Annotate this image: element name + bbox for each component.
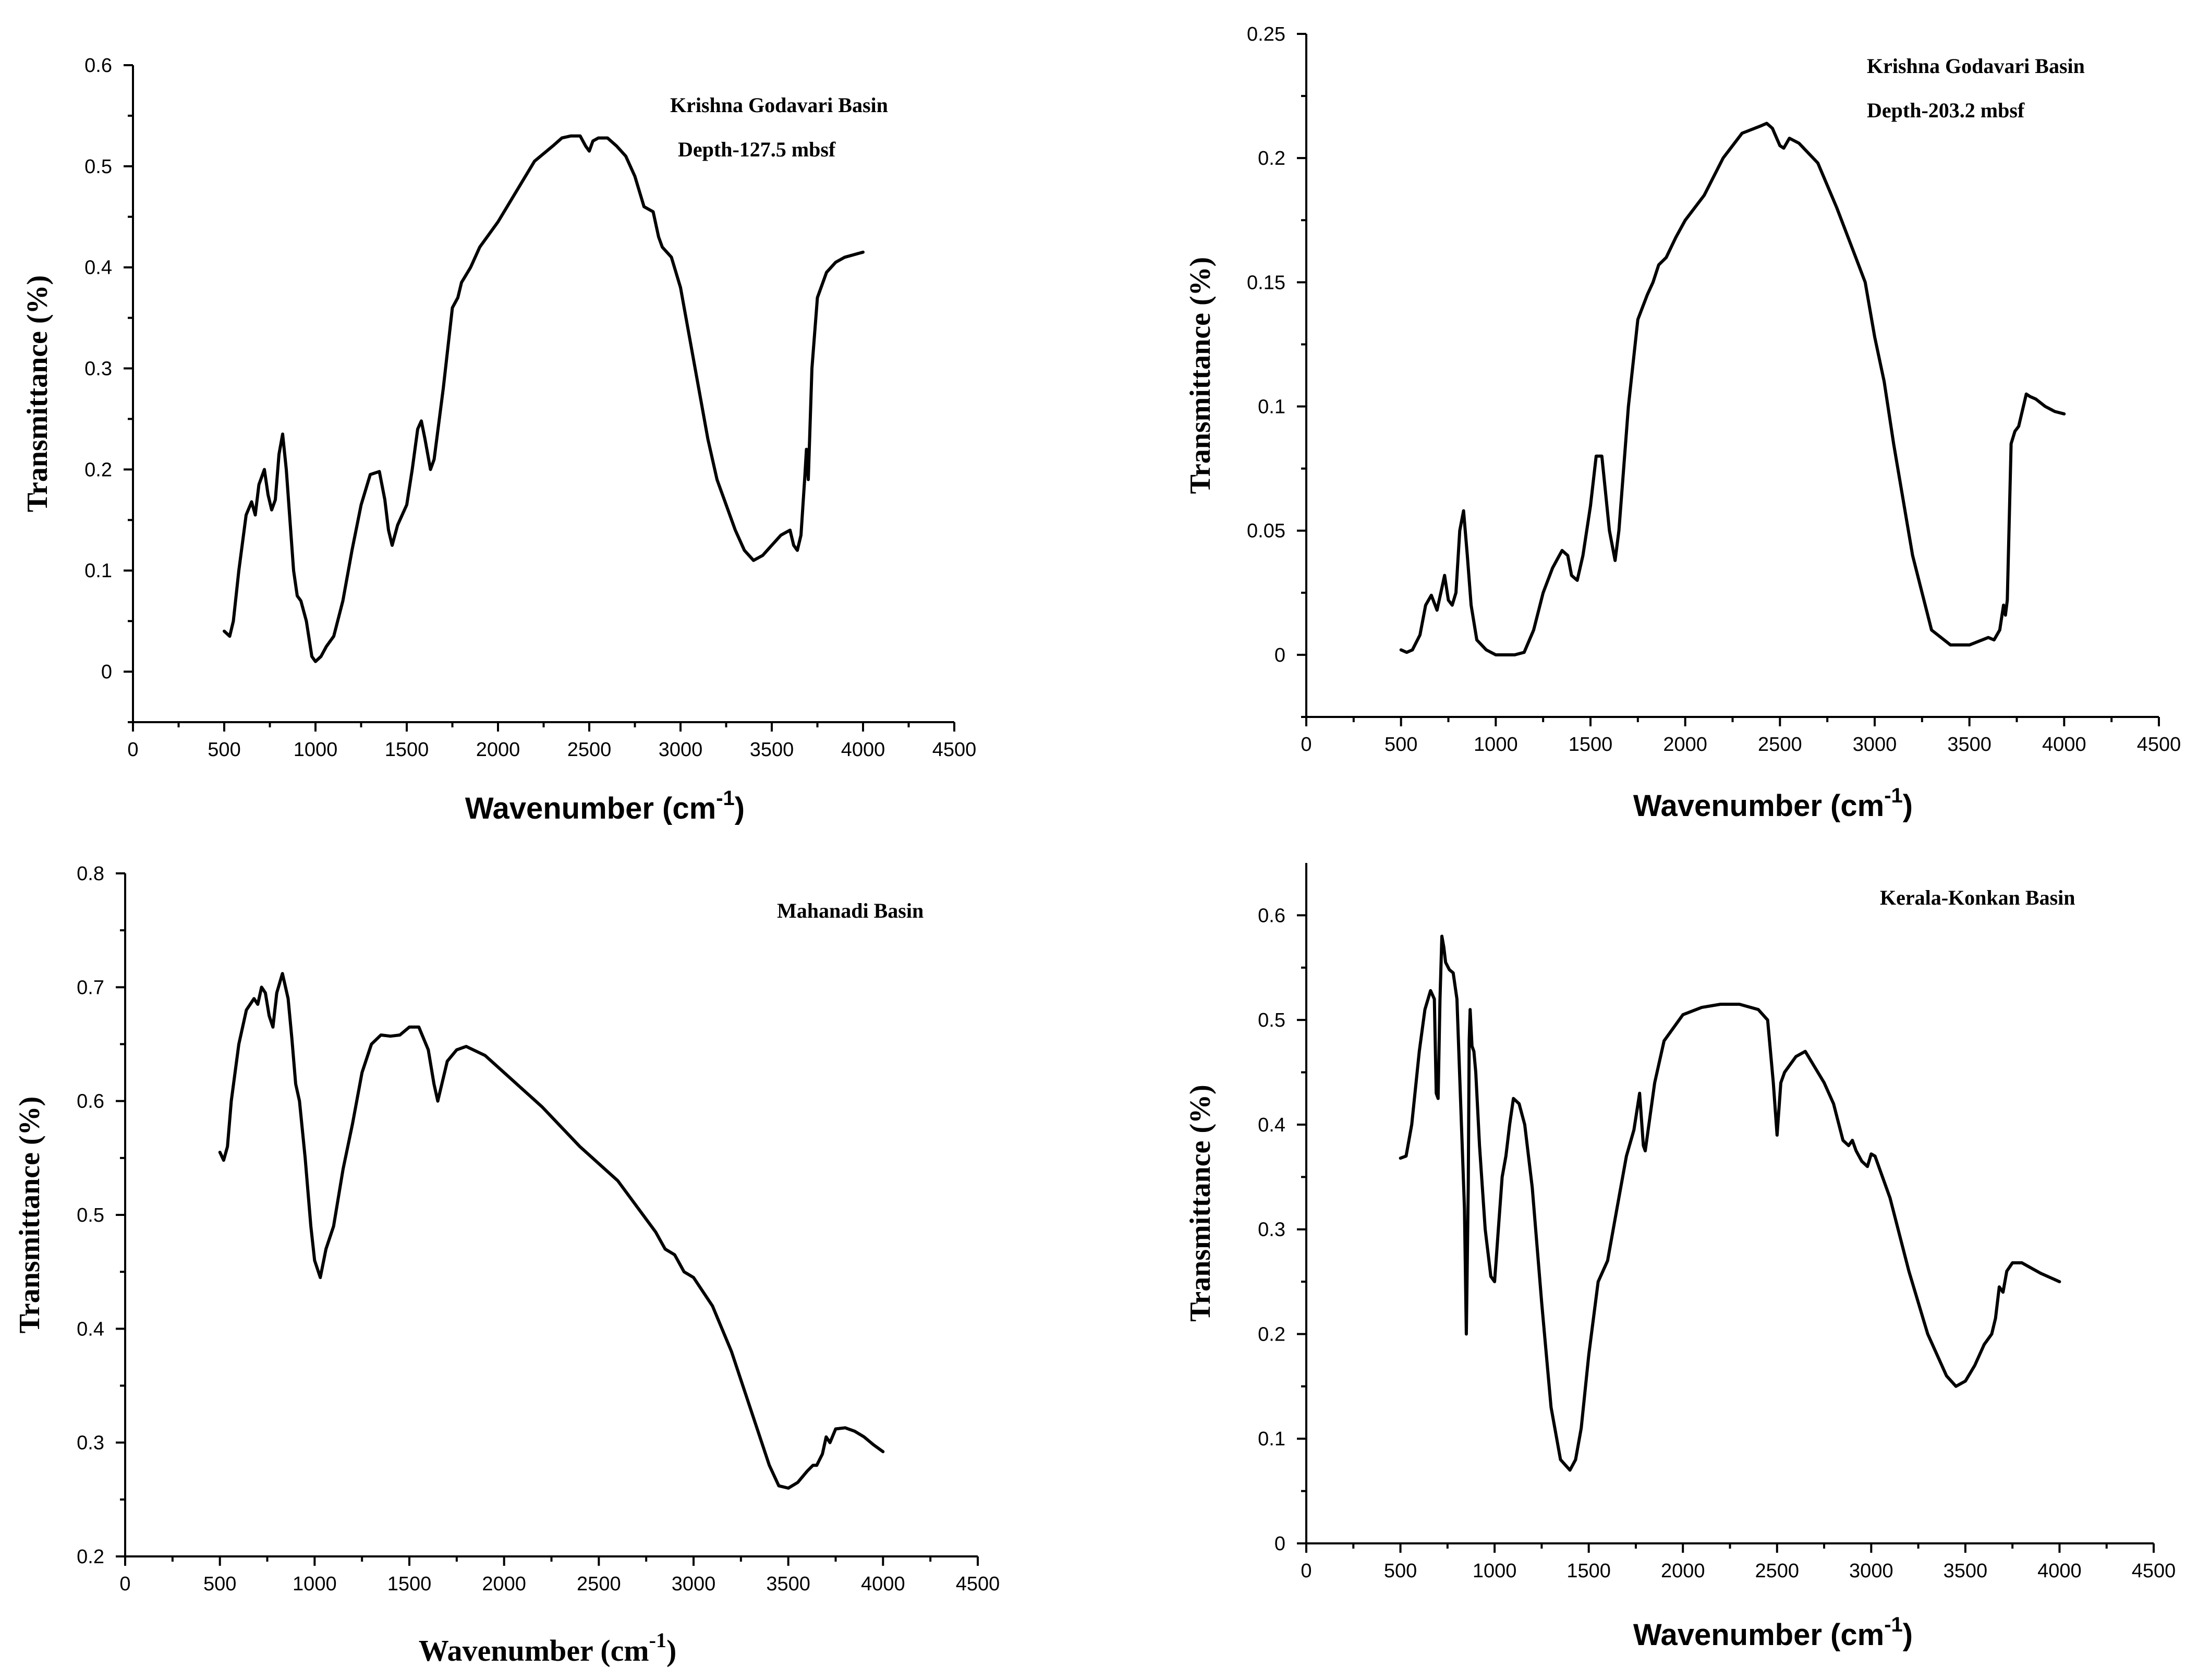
x-axis-label: Wavenumber (cm-1) xyxy=(465,787,745,825)
x-tick-label: 3000 xyxy=(1853,734,1897,756)
y-tick-label: 0.3 xyxy=(84,358,112,380)
x-axis-label: Wavenumber (cm-1) xyxy=(419,1628,677,1667)
y-tick-label: 0.5 xyxy=(1258,1009,1285,1031)
y-tick-label: 0.6 xyxy=(77,1091,104,1113)
x-tick-label: 2500 xyxy=(567,739,612,761)
x-tick-label: 500 xyxy=(1385,734,1417,756)
x-tick-label: 0 xyxy=(1301,734,1311,756)
x-tick-label: 3500 xyxy=(766,1573,810,1595)
y-tick-label: 0.7 xyxy=(77,977,104,999)
x-axis-label: Wavenumber (cm-1) xyxy=(1633,784,1913,823)
x-tick-label: 4000 xyxy=(2042,734,2086,756)
x-tick-label: 4500 xyxy=(2137,734,2181,756)
annotation-text: Depth-203.2 mbsf xyxy=(1867,99,2025,122)
x-tick-label: 2000 xyxy=(476,739,520,761)
x-tick-label: 0 xyxy=(127,739,138,761)
x-tick-label: 0 xyxy=(119,1573,130,1595)
y-tick-label: 0.3 xyxy=(1258,1219,1285,1241)
series-line xyxy=(218,972,885,1490)
x-tick-label: 2500 xyxy=(1755,1560,1800,1582)
x-tick-label: 2500 xyxy=(1758,734,1802,756)
x-tick-label: 2500 xyxy=(577,1573,621,1595)
x-tick-label: 4500 xyxy=(932,739,977,761)
annotation-text: Depth-127.5 mbsf xyxy=(678,138,836,161)
y-tick-label: 0.8 xyxy=(77,863,104,885)
x-tick-label: 1500 xyxy=(1569,734,1613,756)
y-tick-label: 0 xyxy=(1274,1533,1285,1555)
annotation-text: Krishna Godavari Basin xyxy=(670,93,888,117)
x-tick-label: 4500 xyxy=(2132,1560,2176,1582)
x-tick-label: 2000 xyxy=(1663,734,1707,756)
x-tick-label: 2000 xyxy=(1661,1560,1705,1582)
annotation-text: Krishna Godavari Basin xyxy=(1867,54,2085,78)
series-line xyxy=(1399,934,2061,1472)
y-tick-label: 0.5 xyxy=(77,1204,104,1226)
y-tick-label: 0.1 xyxy=(84,560,112,582)
y-tick-label: 0.05 xyxy=(1247,520,1285,542)
y-tick-label: 0.1 xyxy=(1258,396,1285,418)
y-axis-label: Transmittance (%) xyxy=(21,275,54,513)
y-tick-label: 0.2 xyxy=(1258,1323,1285,1345)
y-axis-label: Transmittance (%) xyxy=(14,1097,46,1334)
y-tick-label: 0.4 xyxy=(84,257,112,279)
x-tick-label: 500 xyxy=(208,739,240,761)
y-tick-label: 0.4 xyxy=(77,1318,104,1340)
x-tick-label: 1500 xyxy=(385,739,429,761)
y-tick-label: 0.1 xyxy=(1258,1428,1285,1450)
x-tick-label: 3500 xyxy=(1947,734,1991,756)
y-tick-label: 0.5 xyxy=(84,156,112,178)
y-tick-label: 0.6 xyxy=(1258,905,1285,927)
x-tick-label: 0 xyxy=(1301,1560,1311,1582)
chart-panel-kg-127: 0 500 1000 1500 2000 2500 3000 3500 4000 4500 0 0.1… xyxy=(21,55,976,825)
x-tick-label: 500 xyxy=(1384,1560,1417,1582)
x-tick-label: 3000 xyxy=(672,1573,716,1595)
x-tick-label: 1500 xyxy=(1566,1560,1611,1582)
chart-panel-mahanadi: 0 500 1000 1500 2000 2500 3000 3500 4000 4500 0.2 0… xyxy=(14,863,1000,1667)
series-line xyxy=(223,134,865,663)
annotation-text: Mahanadi Basin xyxy=(777,899,924,922)
x-tick-label: 4000 xyxy=(2037,1560,2082,1582)
x-tick-label: 1000 xyxy=(293,1573,337,1595)
x-tick-label: 3000 xyxy=(659,739,703,761)
y-tick-label: 0.2 xyxy=(77,1546,104,1568)
series-line xyxy=(1399,121,2066,656)
x-tick-label: 1500 xyxy=(387,1573,432,1595)
chart-panel-kg-203: 0 500 1000 1500 2000 2500 3000 3500 4000 4500 0 0.0… xyxy=(1184,23,2181,823)
x-tick-label: 4000 xyxy=(841,739,885,761)
y-tick-label: 0.15 xyxy=(1247,272,1285,294)
y-tick-label: 0.2 xyxy=(1258,148,1285,169)
y-tick-label: 0.25 xyxy=(1247,23,1285,45)
y-tick-label: 0.4 xyxy=(1258,1114,1285,1136)
x-tick-label: 1000 xyxy=(1473,1560,1517,1582)
x-tick-label: 3000 xyxy=(1849,1560,1893,1582)
y-tick-label: 0 xyxy=(101,661,112,683)
x-tick-label: 1000 xyxy=(294,739,338,761)
x-tick-label: 3500 xyxy=(750,739,794,761)
x-tick-label: 2000 xyxy=(482,1573,526,1595)
y-tick-label: 0.6 xyxy=(84,55,112,77)
x-tick-label: 3500 xyxy=(1944,1560,1988,1582)
x-axis-label: Wavenumber (cm-1) xyxy=(1633,1613,1913,1652)
chart-panel-kerala-konkan: 0 500 1000 1500 2000 2500 3000 3500 4000 4500 0 0.1… xyxy=(1184,863,2176,1652)
y-axis-label: Transmittance (%) xyxy=(1184,1085,1217,1322)
y-tick-label: 0.3 xyxy=(77,1432,104,1454)
x-tick-label: 500 xyxy=(203,1573,236,1595)
y-tick-label: 0.2 xyxy=(84,459,112,481)
y-axis-label: Transmittance (%) xyxy=(1184,257,1217,494)
x-tick-label: 4000 xyxy=(861,1573,905,1595)
x-tick-label: 4500 xyxy=(956,1573,1000,1595)
x-tick-label: 1000 xyxy=(1474,734,1518,756)
annotation-text: Kerala-Konkan Basin xyxy=(1880,886,2075,909)
y-tick-label: 0 xyxy=(1274,644,1285,666)
